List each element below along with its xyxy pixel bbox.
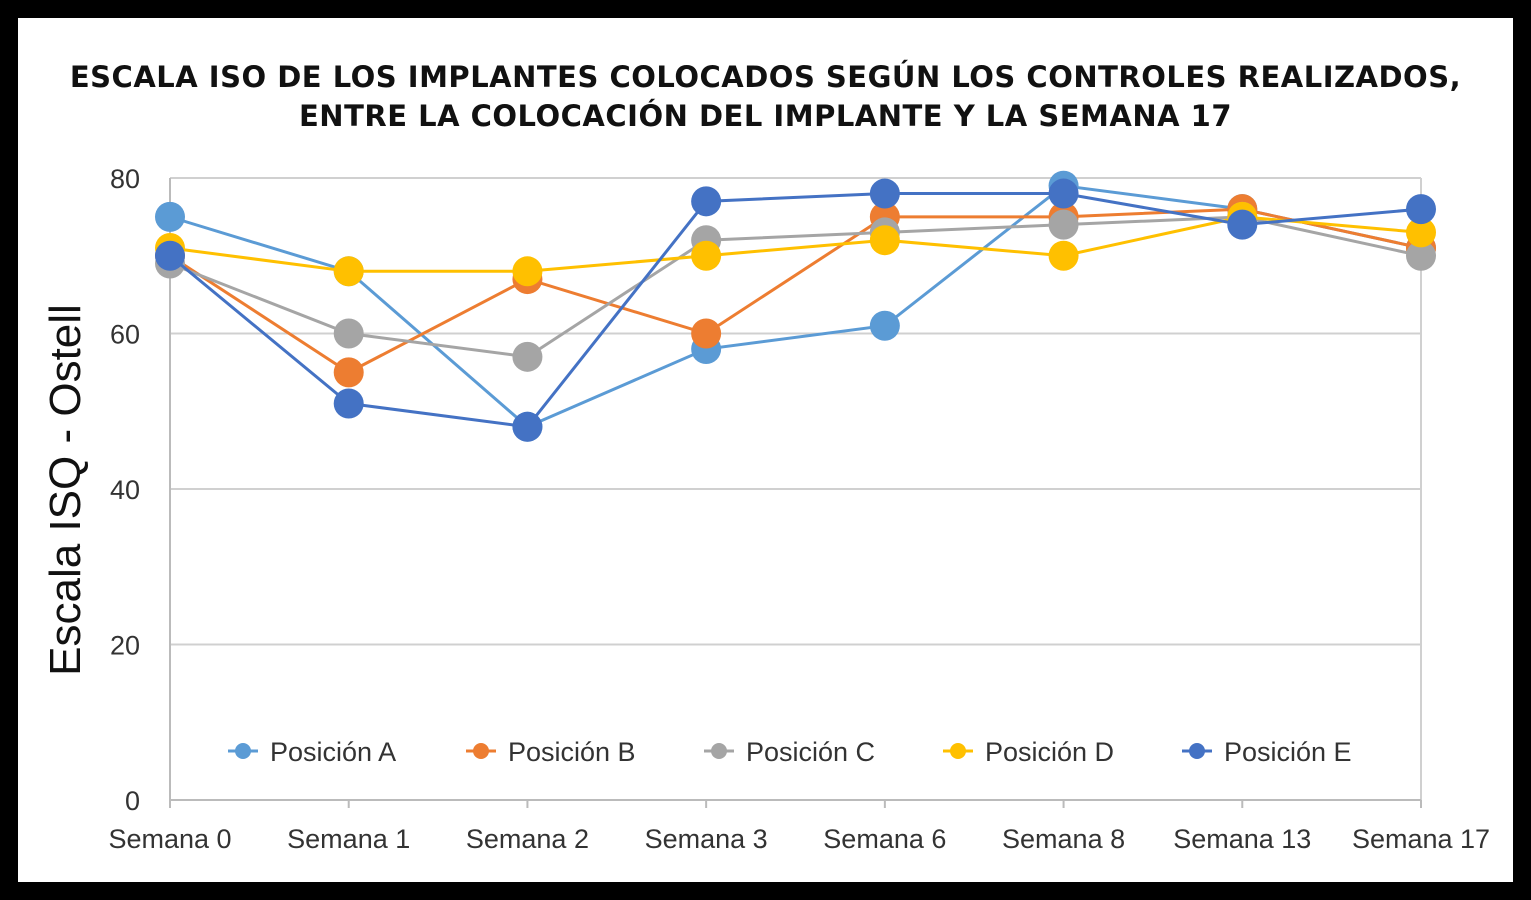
legend-label: Posición B: [508, 737, 636, 767]
legend-label: Posición A: [270, 737, 396, 767]
data-point: [333, 318, 364, 349]
data-point: [869, 178, 900, 209]
legend-item: Posición E: [1182, 737, 1352, 767]
data-point: [1048, 209, 1079, 240]
x-tick-label: Semana 3: [645, 824, 768, 854]
y-tick-label: 0: [125, 786, 140, 816]
data-point: [869, 310, 900, 341]
y-tick-label: 60: [110, 320, 140, 350]
y-axis-label: Escala ISQ - Ostell: [41, 304, 90, 676]
legend-item: Posición D: [943, 737, 1114, 767]
x-tick-label: Semana 17: [1352, 824, 1490, 854]
legend-marker: [235, 743, 251, 759]
legend-label: Posición D: [985, 737, 1114, 767]
data-point: [155, 240, 185, 271]
data-point: [1048, 240, 1079, 271]
legend-item: Posición B: [466, 737, 636, 767]
x-tick-label: Semana 6: [823, 824, 946, 854]
legend-marker: [950, 743, 966, 759]
series-line: [169, 184, 1422, 429]
data-point: [333, 256, 364, 287]
data-point: [1048, 178, 1079, 209]
series-line: [169, 207, 1422, 375]
data-point: [1406, 217, 1436, 248]
x-tick-label: Semana 0: [108, 824, 231, 854]
series-line: [169, 192, 1422, 429]
data-point: [691, 318, 722, 349]
data-point: [691, 240, 722, 271]
x-tick-label: Semana 2: [466, 824, 589, 854]
y-tick-label: 40: [110, 475, 140, 505]
chart-title: ESCALA ISO DE LOS IMPLANTES COLOCADOS SE…: [0, 58, 1531, 136]
data-point: [512, 411, 543, 442]
x-tick-label: Semana 13: [1173, 824, 1311, 854]
legend-label: Posición C: [746, 737, 875, 767]
chart-title-line-1: ESCALA ISO DE LOS IMPLANTES COLOCADOS SE…: [69, 60, 1462, 94]
data-point: [869, 225, 900, 256]
data-point: [155, 201, 185, 232]
chart-frame: [18, 18, 1513, 882]
y-tick-label: 20: [110, 631, 140, 661]
x-tick-label: Semana 1: [287, 824, 410, 854]
data-point: [1406, 194, 1436, 225]
series-line: [169, 215, 1422, 273]
chart-title-line-2: ENTRE LA COLOCACIÓN DEL IMPLANTE Y LA SE…: [299, 99, 1232, 133]
x-tick-label: Semana 8: [1002, 824, 1125, 854]
data-point: [1406, 240, 1436, 271]
data-point: [333, 357, 364, 388]
legend-label: Posición E: [1224, 737, 1352, 767]
series-posición-e: [155, 178, 1436, 442]
legend-marker: [473, 743, 489, 759]
data-point: [512, 256, 543, 287]
legend-marker: [1189, 743, 1205, 759]
data-point: [691, 186, 722, 217]
data-point: [512, 341, 543, 372]
data-point: [1227, 209, 1258, 240]
data-point: [333, 388, 364, 419]
y-tick-label: 80: [110, 164, 140, 194]
legend-item: Posición A: [228, 737, 396, 767]
legend-item: Posición C: [704, 737, 875, 767]
legend-marker: [711, 743, 727, 759]
